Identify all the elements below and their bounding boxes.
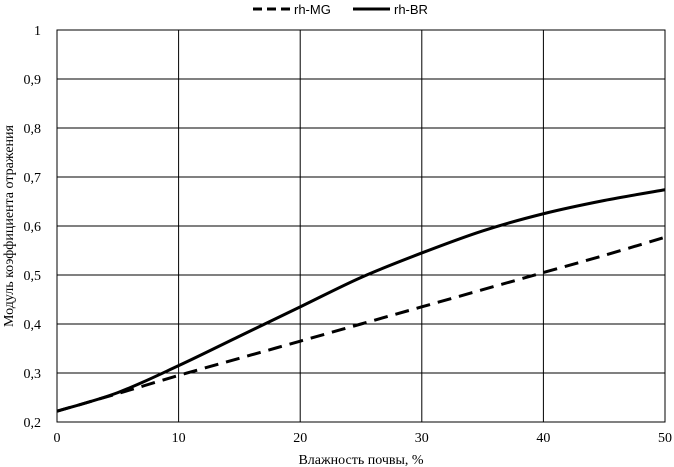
plot-frame bbox=[56, 29, 666, 423]
x-axis-ticks: 0 10 20 30 40 50 bbox=[54, 431, 673, 446]
x-axis-label: Влажность почвы, % bbox=[298, 453, 423, 467]
x-tick-label: 10 bbox=[172, 431, 186, 446]
y-tick-label: 0,6 bbox=[24, 220, 42, 235]
y-tick-label: 0,8 bbox=[24, 122, 42, 137]
x-tick-label: 40 bbox=[536, 431, 550, 446]
x-tick-label: 50 bbox=[658, 431, 672, 446]
y-tick-label: 0,4 bbox=[24, 318, 42, 333]
legend: rh-MG rh-BR bbox=[253, 2, 428, 17]
y-tick-label: 0,2 bbox=[24, 416, 42, 431]
x-tick-label: 0 bbox=[54, 431, 61, 446]
y-tick-label: 1 bbox=[34, 24, 41, 39]
y-axis-ticks: 0,2 0,3 0,4 0,5 0,6 0,7 0,8 0,9 1 bbox=[24, 24, 42, 431]
y-tick-label: 0,5 bbox=[24, 269, 42, 284]
series-layer bbox=[56, 188, 666, 413]
y-tick-label: 0,3 bbox=[24, 367, 42, 382]
y-tick-label: 0,7 bbox=[24, 171, 42, 186]
y-tick-label: 0,9 bbox=[24, 73, 42, 88]
x-tick-label: 20 bbox=[293, 431, 307, 446]
grid bbox=[56, 29, 666, 423]
y-axis-label: Модуль коэффициента отражения bbox=[2, 124, 17, 327]
x-tick-label: 30 bbox=[415, 431, 429, 446]
series-line-rh-mg bbox=[56, 235, 666, 413]
legend-label-rh-mg: rh-MG bbox=[294, 2, 331, 17]
legend-label-rh-br: rh-BR bbox=[394, 2, 428, 17]
series-line-rh-br bbox=[56, 188, 666, 413]
